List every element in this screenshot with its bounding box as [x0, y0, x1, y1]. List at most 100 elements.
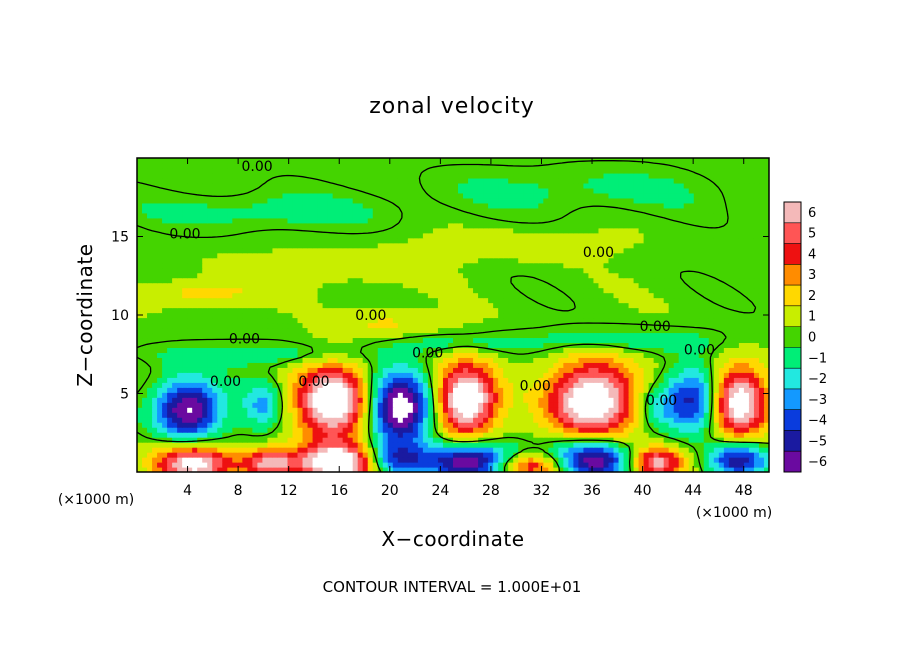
heat-cell [147, 367, 153, 373]
heat-cell [583, 362, 590, 368]
heat-cell [698, 402, 705, 408]
heat-cell [683, 332, 690, 339]
heat-cell [588, 392, 595, 398]
heat-cell [758, 307, 765, 314]
heat-cell [402, 452, 409, 458]
heat-cell [563, 392, 569, 398]
heat-cell [713, 457, 720, 463]
heat-cell [192, 392, 198, 398]
heat-cell [468, 312, 474, 319]
heat-cell [693, 462, 700, 468]
heat-cell [548, 392, 554, 398]
heat-cell [212, 462, 218, 468]
heat-cell [312, 322, 319, 329]
heat-cell [588, 347, 595, 353]
heat-cell [668, 462, 675, 468]
heat-cell [297, 372, 304, 378]
heat-cell [738, 342, 745, 348]
heat-cell [182, 307, 188, 314]
heat-cell [337, 312, 344, 319]
heat-cell [442, 292, 449, 299]
heat-cell [708, 312, 715, 319]
heat-cell [222, 357, 228, 363]
heat-cell [332, 367, 339, 373]
heat-cell [432, 307, 439, 314]
heat-cell [628, 402, 635, 408]
heat-cell [387, 342, 394, 348]
heat-cell [377, 452, 384, 458]
heat-cell [558, 382, 564, 388]
heat-cell [653, 347, 660, 353]
heat-cell [322, 322, 329, 329]
heat-cell [638, 292, 645, 299]
heat-cell [182, 387, 188, 393]
heat-cell [177, 412, 183, 418]
heat-cell [453, 467, 459, 472]
heat-cell [693, 382, 700, 388]
heat-cell [493, 387, 499, 393]
heat-cell [152, 272, 158, 279]
heat-cell [698, 397, 705, 403]
heat-cell [703, 357, 710, 363]
heat-cell [538, 347, 544, 353]
heat-cell [563, 347, 569, 353]
heat-cell [342, 442, 349, 448]
heat-cell [332, 277, 339, 284]
heat-cell [563, 322, 569, 329]
heat-cell [447, 452, 454, 458]
heat-cell [192, 427, 198, 433]
heat-cell [272, 332, 279, 339]
heat-cell [748, 457, 755, 463]
heat-cell [432, 362, 439, 368]
heat-cell [543, 372, 549, 378]
heat-cell [733, 447, 740, 453]
heat-cell [342, 387, 349, 393]
heat-cell [232, 357, 238, 363]
heat-cell [282, 427, 289, 433]
heat-cell [327, 452, 334, 458]
heat-cell [748, 277, 755, 284]
heat-cell [723, 337, 730, 344]
heat-cell [437, 377, 444, 383]
heat-cell [578, 327, 585, 334]
heat-cell [543, 422, 549, 428]
heat-cell [493, 297, 499, 304]
heat-cell [387, 382, 394, 388]
heat-cell [392, 427, 399, 433]
heat-cell [247, 282, 253, 289]
heat-cell [663, 442, 670, 448]
heat-cell [397, 372, 404, 378]
heat-cell [738, 307, 745, 314]
heat-cell [167, 372, 173, 378]
heat-cell [247, 307, 253, 314]
heat-cell [307, 332, 314, 339]
heat-cell [553, 347, 559, 353]
heat-cell [182, 427, 188, 433]
heat-cell [357, 337, 364, 344]
heat-cell [763, 352, 769, 358]
heat-cell [538, 392, 544, 398]
heat-cell [242, 372, 248, 378]
heat-cell [678, 392, 685, 398]
heat-cell [553, 357, 559, 363]
heat-cell [307, 297, 314, 304]
heat-cell [663, 452, 670, 458]
heat-cell [523, 467, 529, 472]
heat-cell [728, 442, 735, 448]
heat-cell [628, 372, 635, 378]
heat-cell [643, 367, 650, 373]
heat-cell [728, 297, 735, 304]
heat-cell [723, 342, 730, 348]
heat-cell [758, 447, 765, 453]
heat-cell [202, 407, 208, 413]
heat-cell [468, 297, 474, 304]
heat-cell [613, 357, 620, 363]
heat-cell [548, 342, 554, 348]
heat-cell [337, 437, 344, 443]
heat-cell [297, 412, 304, 418]
heat-cell [643, 362, 650, 368]
heat-cell [753, 292, 760, 299]
heat-cell [458, 317, 464, 324]
heat-cell [267, 462, 274, 468]
heat-cell [402, 342, 409, 348]
